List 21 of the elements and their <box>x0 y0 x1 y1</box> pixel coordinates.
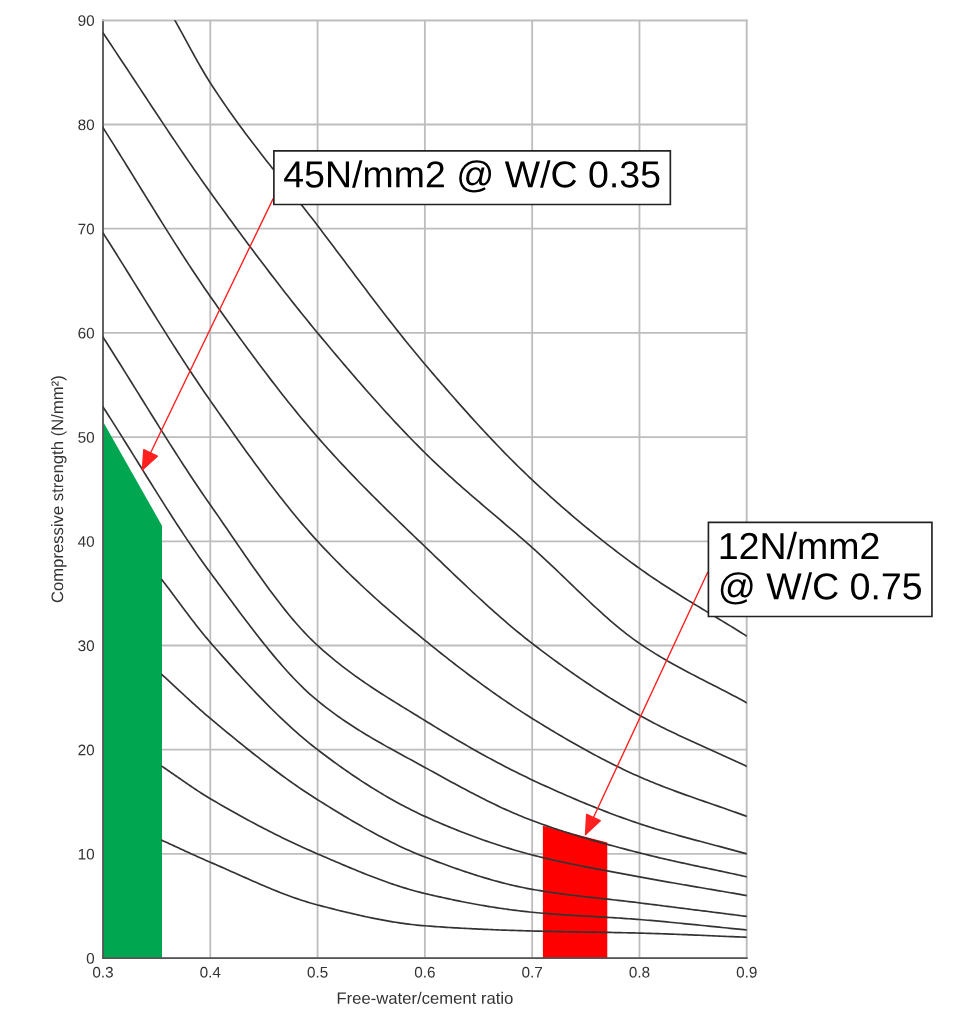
y-tick-label: 40 <box>78 536 95 547</box>
annotation: 45N/mm2 @ W/C 0.35 <box>284 160 660 193</box>
y-tick-label: 20 <box>78 744 95 756</box>
y-tick-label: 90 <box>78 15 95 27</box>
y-tick-label: 70 <box>78 223 95 235</box>
x-tick-label: 0.8 <box>629 966 650 978</box>
y-tick-label: 10 <box>78 848 95 860</box>
y-tick-label: 60 <box>78 327 95 339</box>
x-tick-label: 0.3 <box>92 966 113 978</box>
y-axis-title: Compressive strength (N/mm²) <box>51 376 67 603</box>
y-tick-label: 0 <box>86 952 95 964</box>
annotation: 12N/mm2 @ W/C 0.75 <box>720 531 921 605</box>
x-tick-label: 0.4 <box>200 966 221 978</box>
x-tick-label: 0.6 <box>414 966 435 978</box>
x-tick-label: 0.9 <box>736 966 757 978</box>
x-tick-label: 0.5 <box>307 966 328 978</box>
y-tick-label: 80 <box>78 119 95 131</box>
x-axis-title: Free-water/cement ratio <box>337 991 513 1005</box>
y-tick-label: 30 <box>78 640 95 652</box>
x-tick-label: 0.7 <box>522 966 543 978</box>
y-tick-label: 50 <box>78 431 95 443</box>
